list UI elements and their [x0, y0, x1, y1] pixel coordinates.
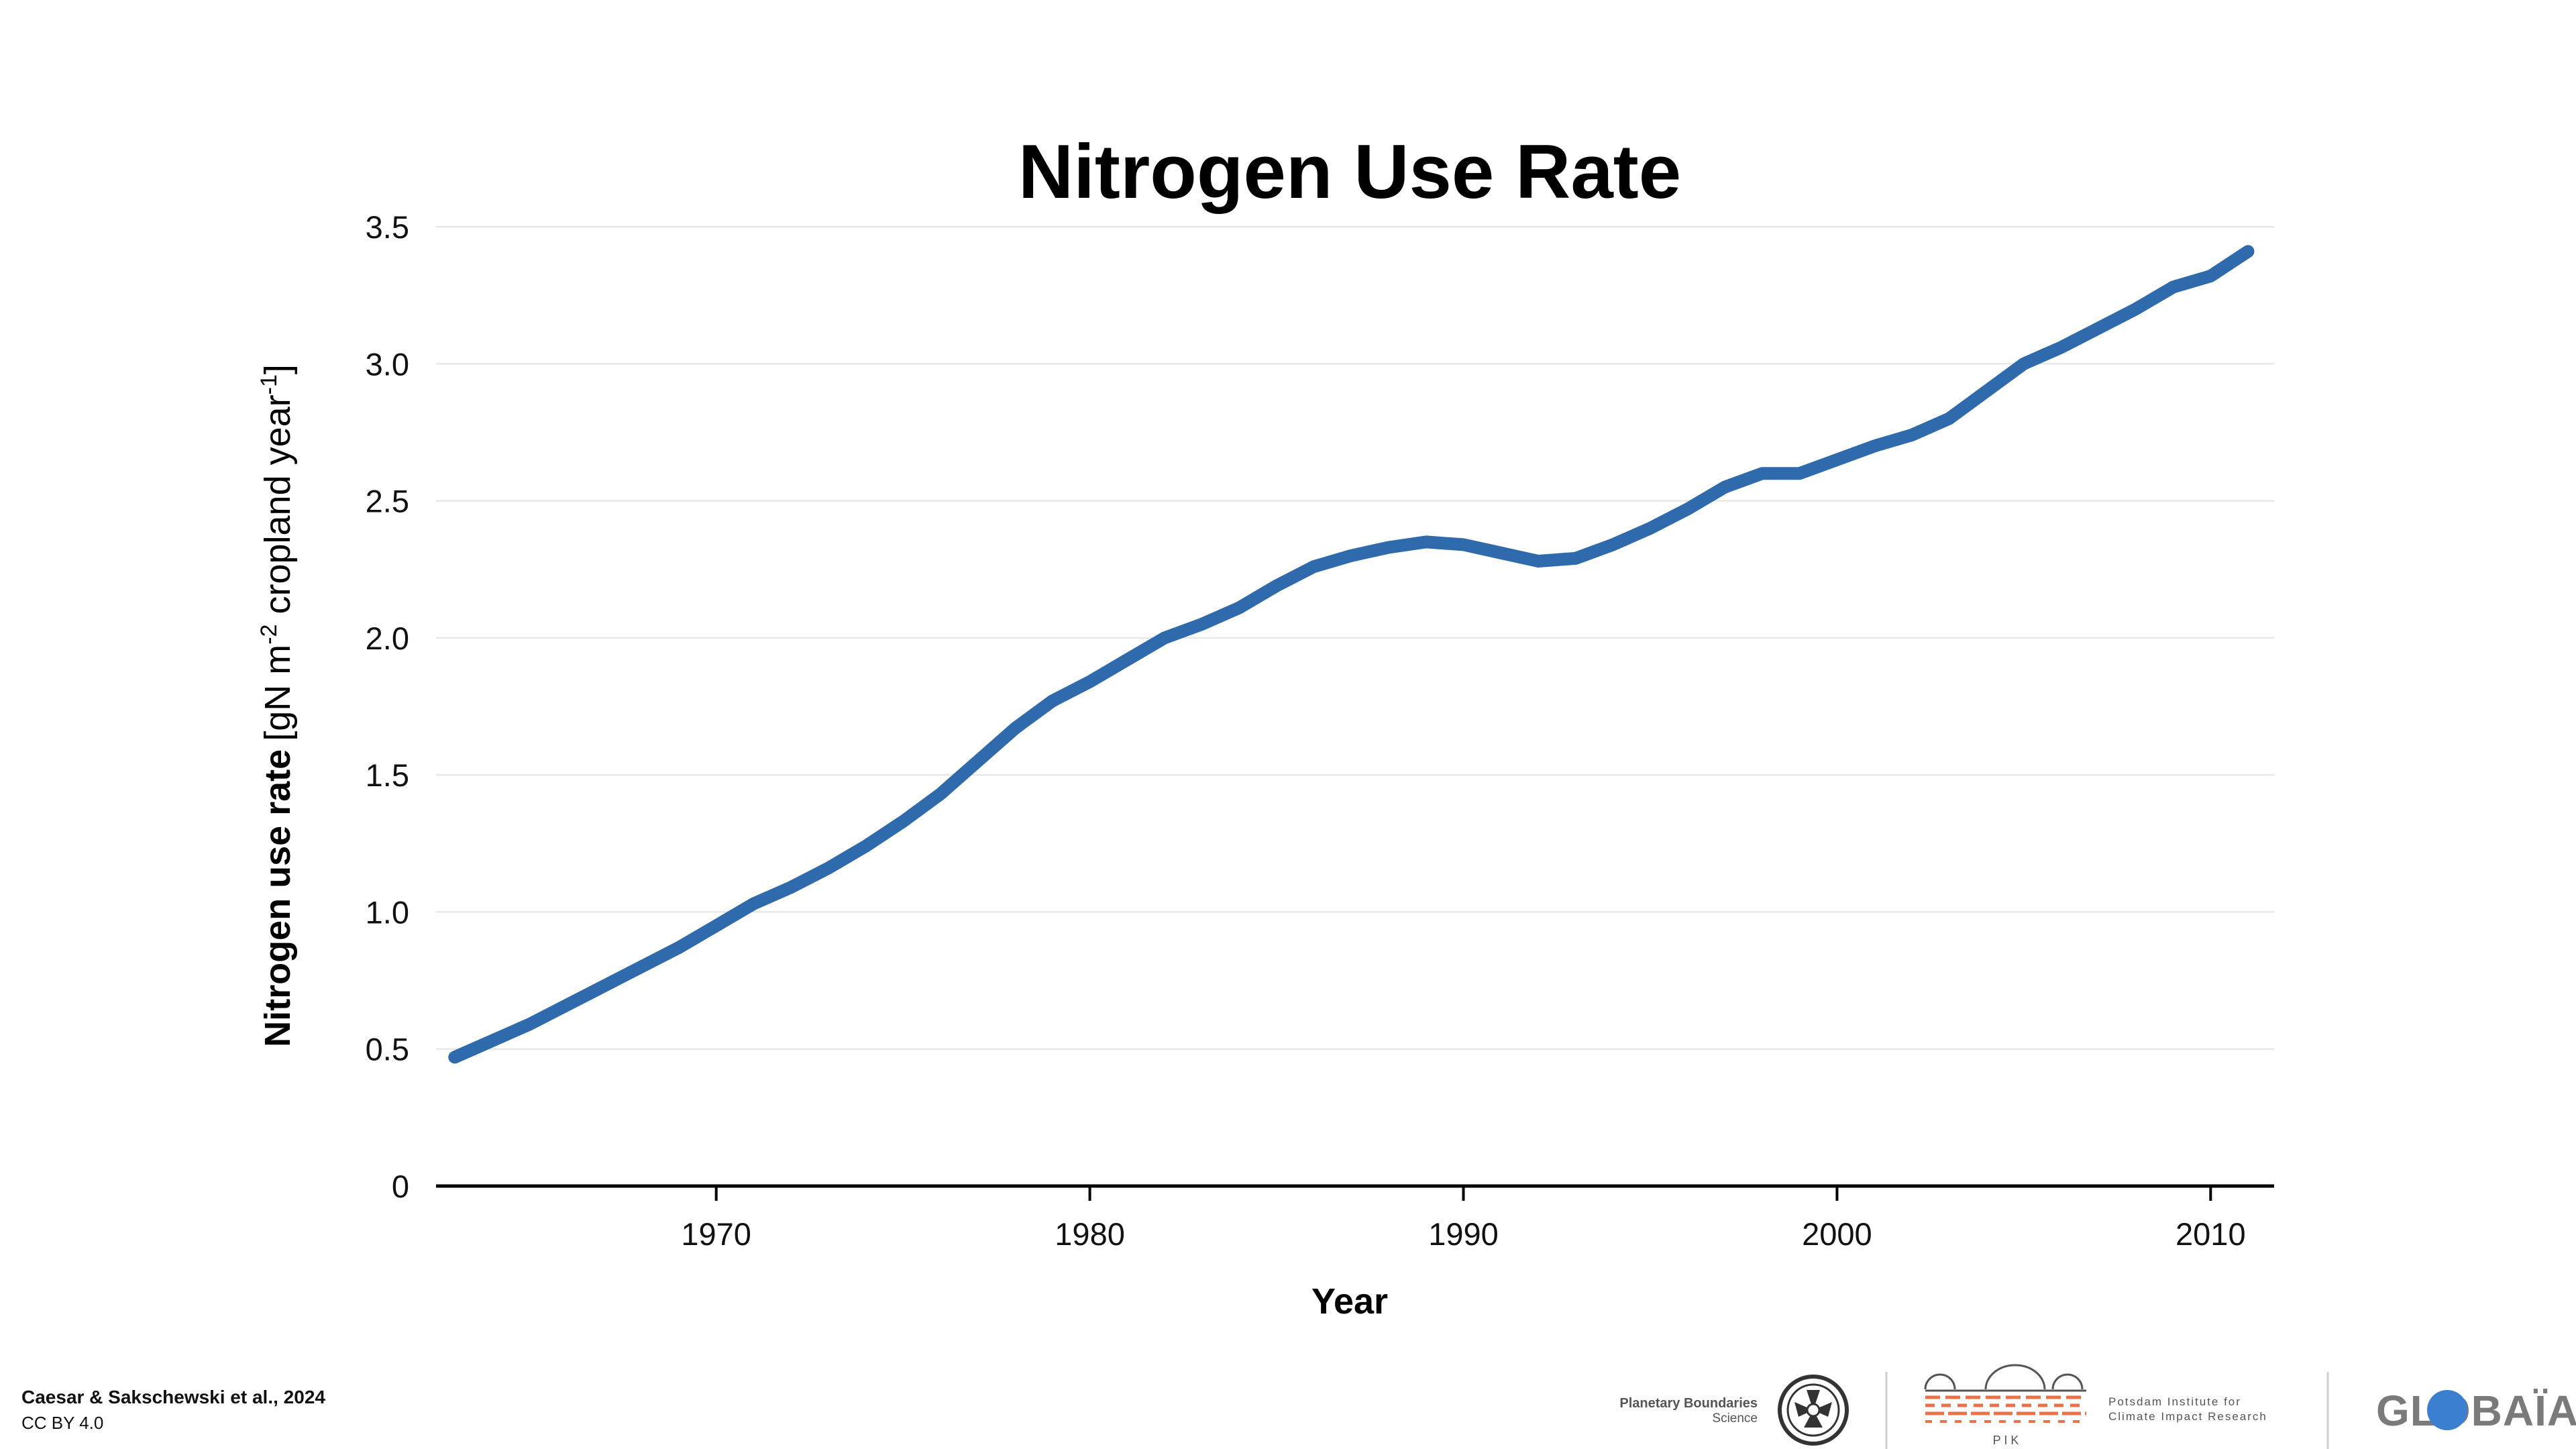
- globaia-wordmark: GLOBAÏA: [2376, 1387, 2576, 1435]
- x-tick-label: 1990: [1428, 1216, 1499, 1252]
- chart-title: Nitrogen Use Rate: [1018, 129, 1681, 215]
- y-axis-label: Nitrogen use rate [gN m-2 cropland year-1…: [256, 364, 298, 1047]
- y-tick-label: 3.5: [366, 209, 409, 245]
- data-point: [1089, 681, 1091, 683]
- data-point: [1276, 585, 1277, 587]
- data-point: [529, 1023, 531, 1025]
- data-point: [1574, 557, 1576, 559]
- data-point: [2210, 275, 2212, 277]
- data-point: [2098, 327, 2100, 329]
- y-axis-label-sup2: -1: [256, 374, 282, 394]
- data-point: [1051, 700, 1053, 702]
- y-axis-ticks: 0 0.5 1.0 1.5 2.0 2.5 3.0 3.5: [366, 209, 409, 1204]
- y-axis-label-sup1: -2: [256, 625, 282, 645]
- data-point: [1650, 527, 1651, 529]
- data-point: [902, 820, 904, 822]
- data-point: [566, 1004, 568, 1006]
- y-tick-label: 1.0: [366, 894, 409, 930]
- data-point: [641, 966, 643, 968]
- data-point: [977, 760, 979, 762]
- pik-logo-line1: Potsdam Institute for: [2108, 1395, 2241, 1408]
- data-point: [1425, 541, 1427, 543]
- x-tick-label: 2000: [1802, 1216, 1872, 1252]
- data-point: [2060, 346, 2062, 348]
- data-point: [603, 985, 605, 987]
- data-point: [453, 1057, 455, 1058]
- x-axis-label: Year: [1311, 1281, 1388, 1322]
- data-point: [1313, 566, 1315, 568]
- data-point: [753, 903, 755, 905]
- y-tick-label: 1.5: [366, 757, 409, 793]
- y-axis-label-bold: Nitrogen use rate: [258, 749, 298, 1047]
- license: CC BY 4.0: [21, 1413, 104, 1433]
- data-point: [1537, 560, 1539, 562]
- data-point: [1350, 555, 1352, 557]
- data-point: [2247, 250, 2249, 252]
- pik-logo: P I K Potsdam Institute for Climate Impa…: [1924, 1364, 2267, 1447]
- y-axis-label-unit-suffix: ]: [258, 364, 298, 374]
- data-point: [1948, 418, 1950, 419]
- data-point: [1612, 543, 1614, 545]
- data-points: [453, 250, 2249, 1058]
- data-point: [1799, 472, 1801, 474]
- data-point: [939, 793, 941, 795]
- x-tick-label: 1980: [1055, 1216, 1125, 1252]
- y-axis-label-unit-prefix: [gN m: [258, 645, 298, 741]
- data-point: [1201, 623, 1203, 625]
- data-point: [678, 947, 680, 949]
- data-point: [1500, 552, 1502, 554]
- data-point: [1014, 727, 1016, 729]
- pbs-emblem-icon: [1778, 1375, 1849, 1446]
- data-point: [1462, 543, 1464, 545]
- data-point: [790, 886, 792, 888]
- data-point: [2135, 308, 2137, 310]
- globaia-logo: GLOBAÏA: [2376, 1387, 2576, 1435]
- data-point: [865, 845, 867, 847]
- data-point: [1986, 390, 1988, 392]
- data-point: [1911, 434, 1913, 436]
- y-tick-label: 0.5: [366, 1032, 409, 1067]
- series-line: [448, 245, 2255, 1064]
- data-point: [1388, 547, 1390, 548]
- data-point: [1836, 459, 1838, 461]
- data-point: [491, 1040, 493, 1042]
- pbs-logo: Planetary Boundaries Science: [1619, 1375, 1849, 1446]
- data-point: [1762, 472, 1763, 474]
- pik-logo-line2: Climate Impact Research: [2108, 1410, 2267, 1423]
- data-point: [1164, 637, 1165, 639]
- data-point: [1724, 486, 1726, 488]
- pik-building-icon: [1924, 1364, 2086, 1423]
- data-point: [1126, 659, 1128, 661]
- data-point: [1686, 508, 1688, 510]
- y-tick-label: 2.0: [366, 621, 409, 656]
- globe-icon: [2427, 1390, 2467, 1430]
- x-tick-label: 1970: [681, 1216, 751, 1252]
- data-point: [827, 867, 829, 869]
- data-point: [2023, 363, 2025, 365]
- citation: Caesar & Sakschewski et al., 2024: [21, 1387, 325, 1407]
- pbs-logo-line2: Science: [1712, 1411, 1758, 1426]
- pik-letters: P I K: [1993, 1434, 2019, 1447]
- data-point: [715, 924, 717, 926]
- data-point: [1238, 606, 1240, 608]
- x-axis-ticks: 1970 1980 1990 2000 2010: [681, 1186, 2246, 1252]
- data-point: [1874, 445, 1876, 447]
- x-tick-label: 2010: [2176, 1216, 2246, 1252]
- data-point: [2172, 286, 2174, 288]
- y-tick-label: 3.0: [366, 346, 409, 382]
- pbs-logo-line1: Planetary Boundaries: [1619, 1396, 1758, 1411]
- y-tick-label: 2.5: [366, 484, 409, 519]
- y-tick-label: 0: [392, 1169, 409, 1204]
- y-axis-label-unit-mid: cropland year: [258, 394, 298, 624]
